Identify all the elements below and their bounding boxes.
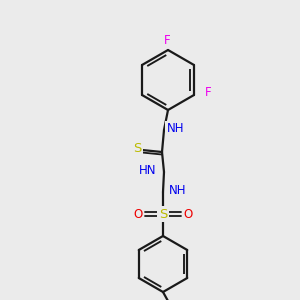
Text: NH: NH [169,184,187,197]
Text: S: S [133,142,141,155]
Text: F: F [164,34,170,46]
Text: O: O [183,208,193,220]
Text: HN: HN [139,164,157,178]
Text: S: S [159,208,167,220]
Text: NH: NH [167,122,185,136]
Text: F: F [205,86,211,100]
Text: O: O [134,208,142,220]
